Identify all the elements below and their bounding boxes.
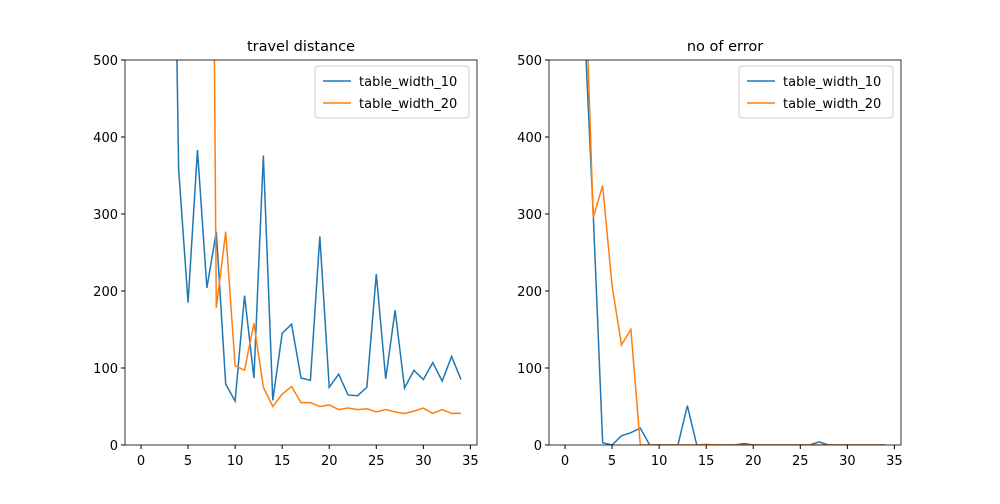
legend-box xyxy=(314,65,470,119)
chart-title: travel distance xyxy=(247,39,355,55)
y-tick-label: 0 xyxy=(110,439,118,454)
x-tick-label: 30 xyxy=(839,454,856,469)
x-tick-label: 35 xyxy=(886,454,903,469)
y-tick-label: 200 xyxy=(93,285,118,300)
y-tick-label: 300 xyxy=(517,208,542,223)
chart-title: no of error xyxy=(687,39,763,55)
x-tick-label: 0 xyxy=(561,454,569,469)
legend-label: table_width_10 xyxy=(359,75,457,90)
x-tick-label: 5 xyxy=(184,454,192,469)
x-tick-label: 30 xyxy=(415,454,432,469)
plot-lines xyxy=(176,60,462,415)
legend: table_width_10 table_width_20 xyxy=(738,65,894,119)
legend-label: table_width_10 xyxy=(783,75,881,90)
y-tick-label: 400 xyxy=(517,131,542,146)
legend-box xyxy=(738,65,894,119)
axes-frame xyxy=(548,59,902,446)
y-tick-label: 500 xyxy=(93,54,118,69)
y-tick-label: 0 xyxy=(534,439,542,454)
y-tick-label: 400 xyxy=(93,131,118,146)
x-tick-label: 35 xyxy=(462,454,479,469)
y-tick-label: 200 xyxy=(517,285,542,300)
x-tick-label: 10 xyxy=(651,454,668,469)
x-tick-label: 20 xyxy=(745,454,762,469)
series-line xyxy=(213,60,461,415)
series-line xyxy=(585,60,885,445)
x-tick-label: 0 xyxy=(137,454,145,469)
y-tick-label: 100 xyxy=(517,362,542,377)
x-tick-label: 10 xyxy=(227,454,244,469)
y-tick-label: 500 xyxy=(517,54,542,69)
legend-label: table_width_20 xyxy=(359,97,457,112)
axes-frame xyxy=(124,59,478,446)
x-tick-label: 25 xyxy=(368,454,385,469)
legend-label: table_width_20 xyxy=(783,97,881,112)
series-line xyxy=(587,60,885,445)
x-tick-label: 25 xyxy=(792,454,809,469)
x-tick-label: 15 xyxy=(274,454,291,469)
x-tick-label: 20 xyxy=(321,454,338,469)
y-tick-label: 100 xyxy=(93,362,118,377)
x-tick-label: 5 xyxy=(608,454,616,469)
plot-lines xyxy=(585,60,885,445)
y-tick-label: 300 xyxy=(93,208,118,223)
legend: table_width_10 table_width_20 xyxy=(314,65,470,119)
x-tick-label: 15 xyxy=(698,454,715,469)
series-line xyxy=(176,60,462,404)
